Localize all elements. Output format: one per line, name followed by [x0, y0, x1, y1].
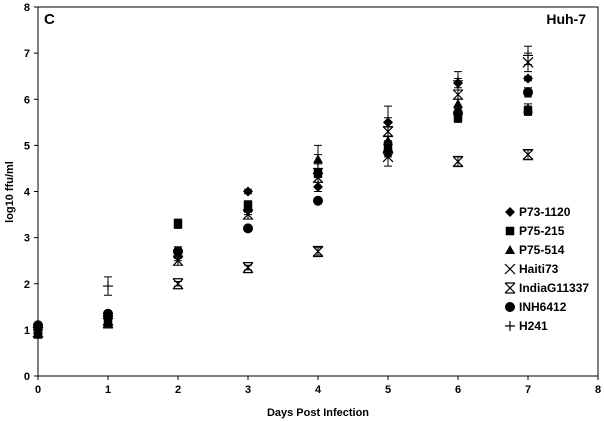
x-tick-label: 3 [245, 384, 251, 396]
data-point [313, 163, 323, 174]
data-point [523, 73, 533, 84]
legend-marker [504, 282, 516, 294]
x-tick-label: 4 [315, 384, 322, 396]
x-tick-label: 6 [455, 384, 461, 396]
x-tick-label: 8 [595, 384, 601, 396]
legend-marker [504, 263, 516, 275]
y-tick-label: 0 [24, 371, 30, 383]
y-tick-label: 2 [24, 279, 30, 291]
legend-label: P75-215 [519, 224, 565, 238]
data-point [243, 204, 253, 215]
data-point [173, 251, 183, 262]
panel-letter: C [44, 11, 55, 28]
legend-marker [505, 207, 515, 217]
legend-label: INH6412 [519, 300, 567, 314]
y-axis-label: log10 ffu/ml [4, 161, 16, 223]
series-P75-215 [33, 105, 533, 339]
y-tick-label: 5 [24, 140, 30, 152]
data-point [383, 121, 393, 132]
legend-label: P73-1120 [519, 205, 571, 219]
data-point [383, 147, 393, 158]
data-point [242, 262, 254, 274]
legend: P73-1120 P75-215 P75-514 Haiti73 IndiaG11337… [504, 205, 589, 333]
x-tick-label: 2 [175, 384, 181, 396]
data-point [453, 75, 463, 86]
data-point [523, 103, 533, 113]
legend-marker [505, 302, 515, 312]
data-point [172, 278, 184, 290]
x-tick-label: 0 [35, 384, 41, 396]
series-H241 [33, 45, 533, 335]
data-point [103, 308, 113, 319]
data-point [243, 186, 253, 197]
legend-marker [505, 321, 515, 331]
legend-marker [505, 226, 515, 236]
series-IndiaG11337 [32, 125, 534, 338]
data-point [313, 195, 323, 206]
data-point [243, 223, 253, 234]
data-point [452, 155, 464, 168]
legend-label: Haiti73 [519, 262, 559, 276]
y-tick-label: 4 [24, 187, 31, 199]
y-tick-label: 8 [24, 2, 30, 14]
data-point [312, 245, 324, 258]
data-point [173, 219, 183, 229]
x-tick-label: 5 [385, 384, 391, 396]
axes: 0 1 2 3 4 5 6 7 8 0 1 2 3 4 5 6 7 8 [24, 2, 601, 396]
data-marks [32, 45, 534, 339]
x-tick-label: 1 [105, 384, 111, 396]
data-point [102, 317, 114, 329]
legend-marker [505, 245, 515, 254]
data-point [523, 87, 533, 98]
data-point [33, 324, 43, 335]
data-point [522, 149, 534, 161]
data-point [103, 281, 113, 292]
y-tick-label: 1 [24, 325, 30, 337]
x-tick-label: 7 [525, 384, 531, 396]
x-axis-label: Days Post Infection [267, 407, 369, 419]
y-tick-label: 7 [24, 48, 30, 60]
series-P75-514 [33, 98, 533, 334]
cell-line-title: Huh-7 [546, 11, 586, 27]
y-tick-label: 3 [24, 233, 30, 245]
legend-label: IndiaG11337 [519, 281, 589, 295]
legend-label: P75-514 [519, 243, 565, 257]
y-tick-label: 6 [24, 94, 30, 106]
data-point [452, 89, 464, 101]
data-point [523, 50, 533, 61]
data-point [453, 98, 463, 108]
legend-label: H241 [519, 319, 548, 333]
data-point [453, 108, 463, 119]
